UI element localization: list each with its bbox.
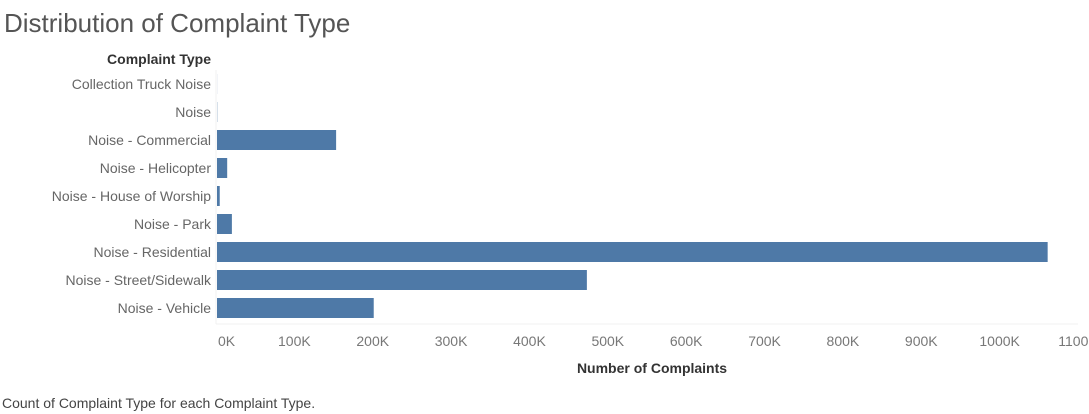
category-label: Noise - House of Worship <box>52 188 211 204</box>
bar[interactable] <box>217 130 337 150</box>
category-label: Noise - Residential <box>94 244 212 260</box>
bar[interactable] <box>217 270 587 290</box>
category-label: Noise - Vehicle <box>118 300 212 316</box>
x-tick-label: 400K <box>513 333 546 349</box>
category-label: Collection Truck Noise <box>72 76 211 92</box>
x-tick-label: 1100K <box>1058 333 1089 349</box>
plot-area <box>217 74 1048 318</box>
category-label: Noise - Commercial <box>88 132 211 148</box>
x-tick-label: 100K <box>278 333 311 349</box>
category-label: Noise - Park <box>134 216 212 232</box>
x-tick-label: 800K <box>827 333 860 349</box>
bar[interactable] <box>217 298 374 318</box>
x-tick-label: 300K <box>435 333 468 349</box>
chart-caption: Count of Complaint Type for each Complai… <box>2 395 316 411</box>
category-label: Noise - Helicopter <box>100 160 212 176</box>
bar[interactable] <box>217 214 232 234</box>
chart-title: Distribution of Complaint Type <box>4 8 351 38</box>
x-tick-label: 700K <box>748 333 781 349</box>
category-label: Noise <box>175 104 211 120</box>
x-tick-label: 500K <box>591 333 624 349</box>
x-tick-label: 600K <box>670 333 703 349</box>
x-tick-label: 200K <box>356 333 389 349</box>
x-axis: 0K 100K 200K 300K 400K 500K 600K 700K 800K 900K 10… <box>215 70 1089 349</box>
category-labels: Collection Truck Noise Noise Noise - Comme… <box>52 76 212 316</box>
category-label: Noise - Street/Sidewalk <box>65 272 212 288</box>
bar[interactable] <box>217 158 228 178</box>
x-tick-label: 1000K <box>979 333 1020 349</box>
x-axis-label: Number of Complaints <box>577 360 727 376</box>
bar[interactable] <box>217 186 220 206</box>
x-tick-label: 0K <box>218 333 236 349</box>
row-header: Complaint Type <box>107 51 211 67</box>
x-tick-label: 900K <box>905 333 938 349</box>
bar[interactable] <box>217 242 1048 262</box>
